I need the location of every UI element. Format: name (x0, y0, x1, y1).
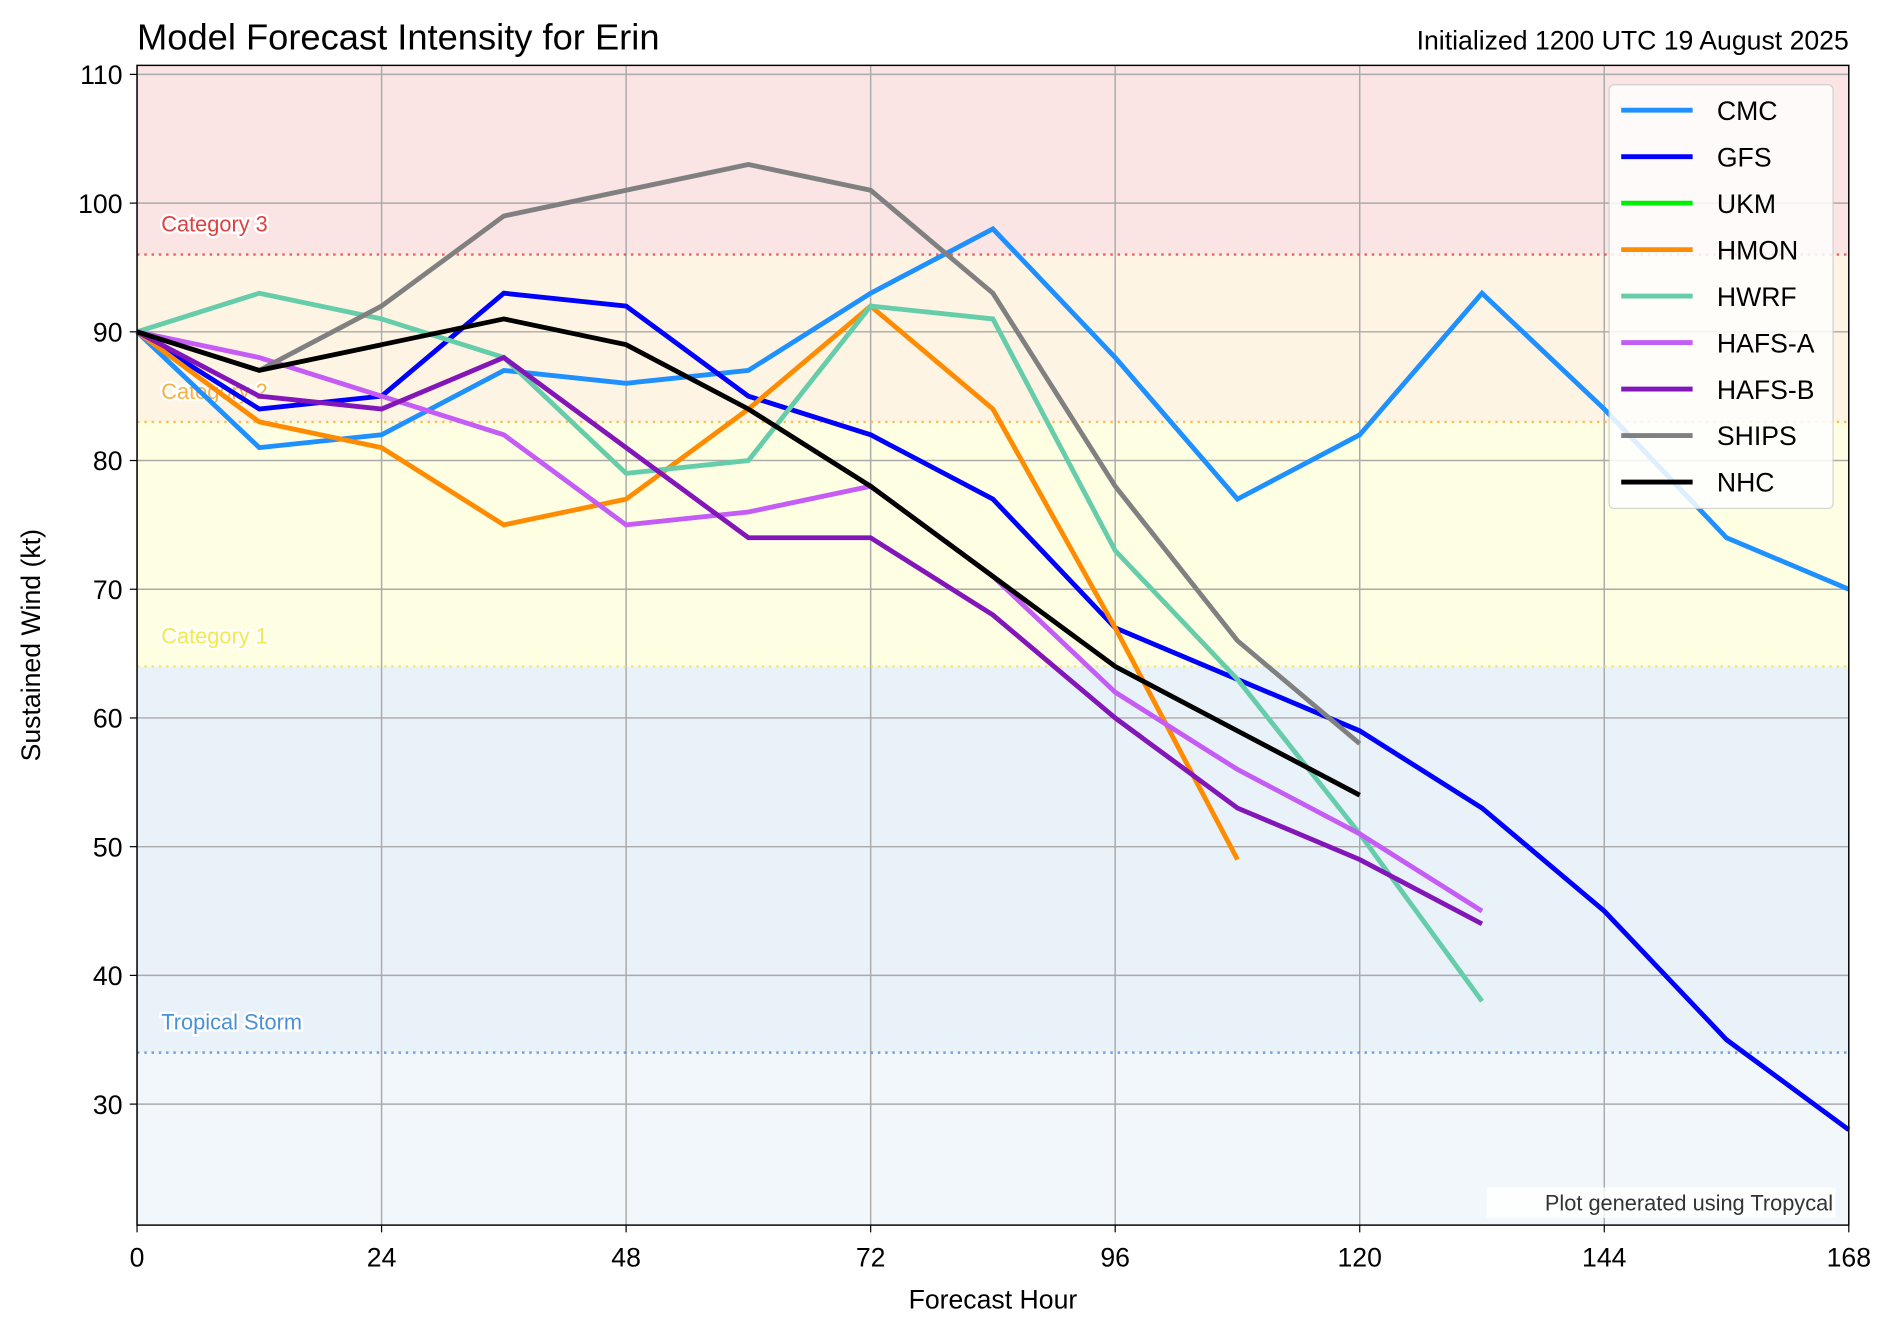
y-tick-label: 110 (80, 60, 122, 90)
x-axis-label: Forecast Hour (909, 1285, 1078, 1315)
y-tick-label: 30 (93, 1090, 123, 1120)
band-tropical-storm (137, 666, 1849, 1053)
x-tick-label: 120 (1338, 1242, 1382, 1272)
legend-label: HAFS-B (1717, 375, 1815, 405)
legend-label: HAFS-A (1717, 328, 1815, 358)
chart-title: Model Forecast Intensity for Erin (137, 17, 659, 58)
x-tick-label: 24 (367, 1242, 397, 1272)
series-line-cmc (135, 225, 1850, 592)
band-category-3 (137, 65, 1849, 255)
threshold-label: Tropical Storm (161, 1010, 302, 1035)
y-tick-label: 90 (93, 317, 123, 347)
plot-frame (136, 64, 1850, 1226)
y-tick-label: 40 (93, 961, 123, 991)
x-tick-label: 168 (1827, 1242, 1871, 1272)
x-tick-label: 72 (856, 1242, 886, 1272)
legend-label: HWRF (1717, 282, 1797, 312)
legend-label: HMON (1717, 235, 1798, 265)
y-axis-label: Sustained Wind (kt) (16, 529, 46, 761)
y-tick-label: 100 (78, 189, 122, 219)
y-tick-label: 50 (93, 832, 123, 862)
legend-label: NHC (1717, 468, 1775, 498)
x-tick-label: 48 (611, 1242, 641, 1272)
legend-label: UKM (1717, 189, 1776, 219)
legend-label: CMC (1717, 96, 1778, 126)
x-tick-label: 0 (130, 1242, 145, 1272)
legend: CMC GFS UKM HMON HWRF HAFS-A HAFS-B SHIPS NHC (1608, 84, 1834, 510)
y-tick-label: 60 (93, 704, 123, 734)
chart-subtitle: Initialized 1200 UTC 19 August 2025 (1417, 26, 1849, 56)
legend-label: SHIPS (1717, 421, 1797, 451)
legend-box (1608, 84, 1834, 510)
series-line-hmon (135, 302, 1240, 861)
series-line-ships (136, 162, 1362, 746)
series-line-nhc (136, 316, 1361, 798)
threshold-label: Category 3 (161, 212, 268, 237)
credit-background (1486, 1187, 1836, 1218)
y-tick-label: 80 (93, 446, 123, 476)
legend-label: GFS (1717, 142, 1772, 172)
x-tick-label: 96 (1100, 1242, 1130, 1272)
x-tick-label: 144 (1582, 1242, 1627, 1272)
credit-text: Plot generated using Tropycal (1545, 1191, 1833, 1216)
band-category-1 (137, 421, 1849, 667)
series-line-hafs-a (136, 329, 1484, 914)
series-line-hafs-b (135, 329, 1484, 927)
y-tick-label: 70 (93, 575, 123, 605)
threshold-label: Category 1 (161, 623, 268, 648)
series-line-gfs (135, 290, 1851, 1132)
